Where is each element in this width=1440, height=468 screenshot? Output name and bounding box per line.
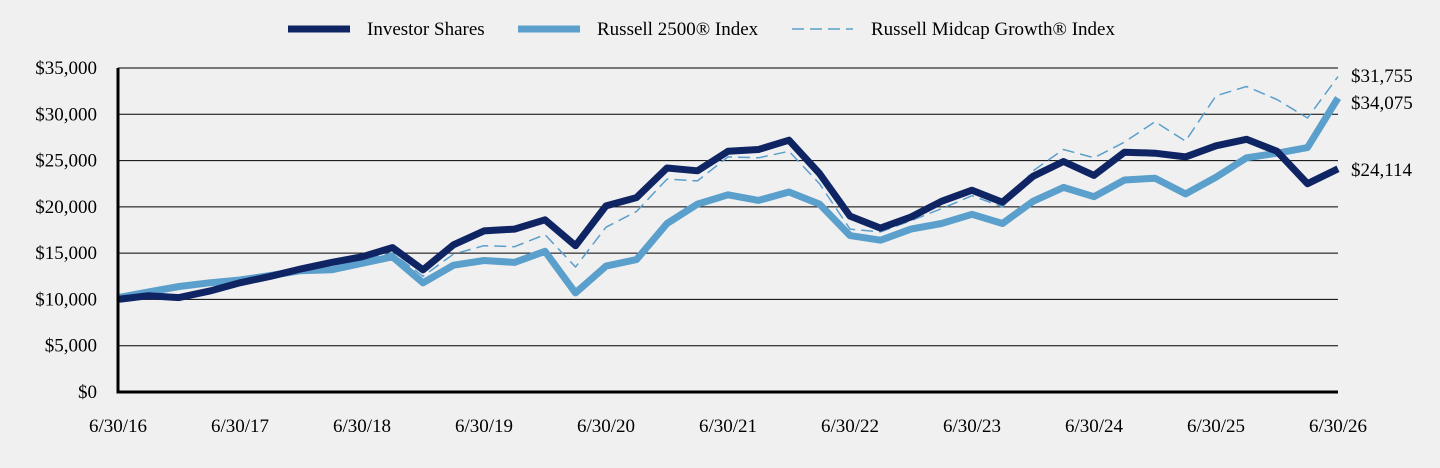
legend: Investor Shares Russell 2500® Index Russ…	[288, 19, 1115, 40]
gridlines	[118, 67, 1338, 347]
series-line-investor-shares	[117, 135, 1340, 303]
x-tick-label: 6/30/26	[1309, 416, 1367, 437]
y-tick-label: $10,000	[35, 289, 97, 310]
legend-label-russell-2500: Russell 2500® Index	[597, 19, 759, 40]
x-tick-label: 6/30/22	[821, 416, 879, 437]
x-axis-ticks: 6/30/16 6/30/17 6/30/18 6/30/19 6/30/20 6/30/…	[89, 416, 1367, 437]
x-tick-label: 6/30/24	[1065, 416, 1124, 437]
legend-label-russell-midcap-growth: Russell Midcap Growth® Index	[871, 19, 1115, 40]
axes	[116, 68, 1338, 394]
series-line-russell-midcap-growth-index	[117, 76, 1339, 298]
series-line-russell-2500-index	[117, 96, 1341, 302]
x-tick-label: 6/30/19	[455, 416, 513, 437]
end-labels: $24,114 $31,755 $34,075	[1351, 66, 1413, 181]
legend-item-russell-midcap-growth: Russell Midcap Growth® Index	[792, 19, 1115, 40]
y-tick-label: $30,000	[35, 104, 97, 125]
y-axis-ticks: $0 $5,000 $10,000 $15,000 $20,000 $25,000 $30,…	[35, 58, 97, 403]
series-lines	[117, 76, 1341, 303]
x-tick-label: 6/30/16	[89, 416, 147, 437]
x-tick-label: 6/30/25	[1187, 416, 1245, 437]
y-tick-label: $20,000	[35, 197, 97, 218]
end-value-label: $24,114	[1351, 160, 1413, 181]
x-tick-label: 6/30/20	[577, 416, 635, 437]
y-tick-label: $35,000	[35, 58, 97, 79]
x-tick-label: 6/30/18	[333, 416, 391, 437]
end-value-label: $31,755	[1351, 66, 1413, 87]
end-value-label: $34,075	[1351, 93, 1413, 114]
legend-item-russell-2500: Russell 2500® Index	[518, 19, 759, 40]
x-tick-label: 6/30/21	[699, 416, 757, 437]
x-tick-label: 6/30/17	[211, 416, 269, 437]
y-tick-label: $5,000	[45, 336, 97, 357]
x-tick-label: 6/30/23	[943, 416, 1001, 437]
y-tick-label: $15,000	[35, 243, 97, 264]
y-tick-label: $25,000	[35, 151, 97, 172]
legend-item-investor-shares: Investor Shares	[288, 19, 485, 40]
y-tick-label: $0	[78, 382, 97, 403]
legend-label-investor-shares: Investor Shares	[367, 19, 485, 40]
